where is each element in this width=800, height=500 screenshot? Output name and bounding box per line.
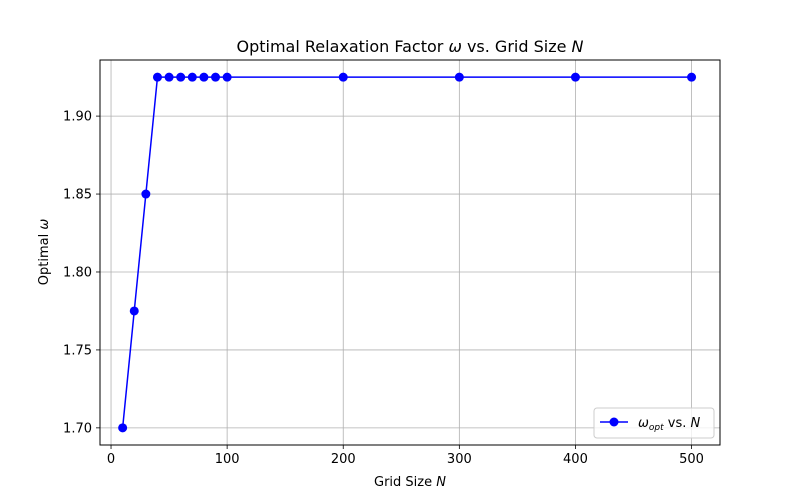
data-point-marker bbox=[222, 72, 232, 82]
data-point-marker bbox=[199, 72, 209, 82]
y-tick-label: 1.90 bbox=[63, 110, 92, 125]
legend: ωopt vs. N bbox=[593, 407, 715, 439]
data-point-marker bbox=[129, 306, 139, 316]
x-tick-label: 400 bbox=[563, 452, 588, 467]
legend-entry-label: ωopt vs. N bbox=[638, 416, 701, 433]
data-point-marker bbox=[164, 72, 174, 82]
data-point-marker bbox=[141, 189, 151, 199]
series-layer bbox=[118, 72, 697, 433]
x-tick-label: 100 bbox=[215, 452, 240, 467]
gridlines bbox=[100, 60, 720, 445]
data-point-marker bbox=[687, 72, 697, 82]
data-point-marker bbox=[152, 72, 162, 82]
y-tick-label: 1.80 bbox=[63, 265, 92, 280]
y-tick-label: 1.75 bbox=[63, 343, 92, 358]
x-tick-label: 200 bbox=[331, 452, 356, 467]
plot-frame bbox=[99, 59, 721, 446]
data-point-marker bbox=[118, 423, 128, 433]
data-point-marker bbox=[570, 72, 580, 82]
axis-ticks: 0 100 200 300 400 500 1.70 1.75 1.80 1.85 1.90 bbox=[63, 110, 704, 467]
data-point-marker bbox=[176, 72, 186, 82]
series-line bbox=[121, 76, 692, 428]
data-point-marker bbox=[211, 72, 221, 82]
data-point-marker bbox=[187, 72, 197, 82]
data-point-marker bbox=[454, 72, 464, 82]
x-axis-label: Grid Size N bbox=[374, 475, 446, 490]
chart-title: Optimal Relaxation Factor ω vs. Grid Siz… bbox=[237, 37, 584, 56]
x-tick-label: 300 bbox=[447, 452, 472, 467]
y-tick-label: 1.70 bbox=[63, 421, 92, 436]
y-axis-label: Optimal ω bbox=[37, 219, 52, 286]
legend-box bbox=[593, 407, 715, 439]
x-tick-label: 500 bbox=[679, 452, 704, 467]
x-tick-label: 0 bbox=[107, 452, 115, 467]
legend-marker-swatch bbox=[609, 417, 619, 427]
data-point-marker bbox=[338, 72, 348, 82]
y-tick-label: 1.85 bbox=[63, 188, 92, 203]
